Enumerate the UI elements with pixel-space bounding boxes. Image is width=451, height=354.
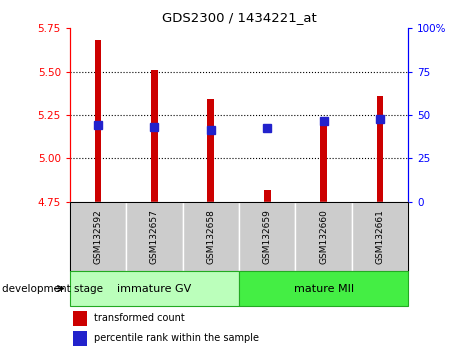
Text: GSM132660: GSM132660 [319, 209, 328, 264]
Bar [183, 202, 239, 271]
Bar [239, 202, 295, 271]
Text: percentile rank within the sample: percentile rank within the sample [94, 333, 258, 343]
Bar [73, 331, 87, 346]
Bar [264, 190, 271, 202]
Text: transformed count: transformed count [94, 313, 184, 323]
Bar [73, 311, 87, 326]
Bar [377, 96, 383, 202]
Bar [320, 125, 327, 202]
Bar [70, 271, 239, 306]
Text: GSM132657: GSM132657 [150, 209, 159, 264]
Text: GSM132592: GSM132592 [94, 209, 102, 264]
Bar [352, 202, 408, 271]
Bar [70, 202, 126, 271]
Text: development stage: development stage [2, 284, 103, 293]
Bar [207, 99, 214, 202]
Title: GDS2300 / 1434221_at: GDS2300 / 1434221_at [161, 11, 317, 24]
Bar [126, 202, 183, 271]
Text: immature GV: immature GV [117, 284, 192, 293]
Bar [95, 40, 101, 202]
Bar [295, 202, 352, 271]
Text: mature MII: mature MII [294, 284, 354, 293]
Text: GSM132659: GSM132659 [263, 209, 272, 264]
Bar [151, 70, 158, 202]
Bar [239, 271, 408, 306]
Text: GSM132658: GSM132658 [207, 209, 215, 264]
Text: GSM132661: GSM132661 [376, 209, 384, 264]
